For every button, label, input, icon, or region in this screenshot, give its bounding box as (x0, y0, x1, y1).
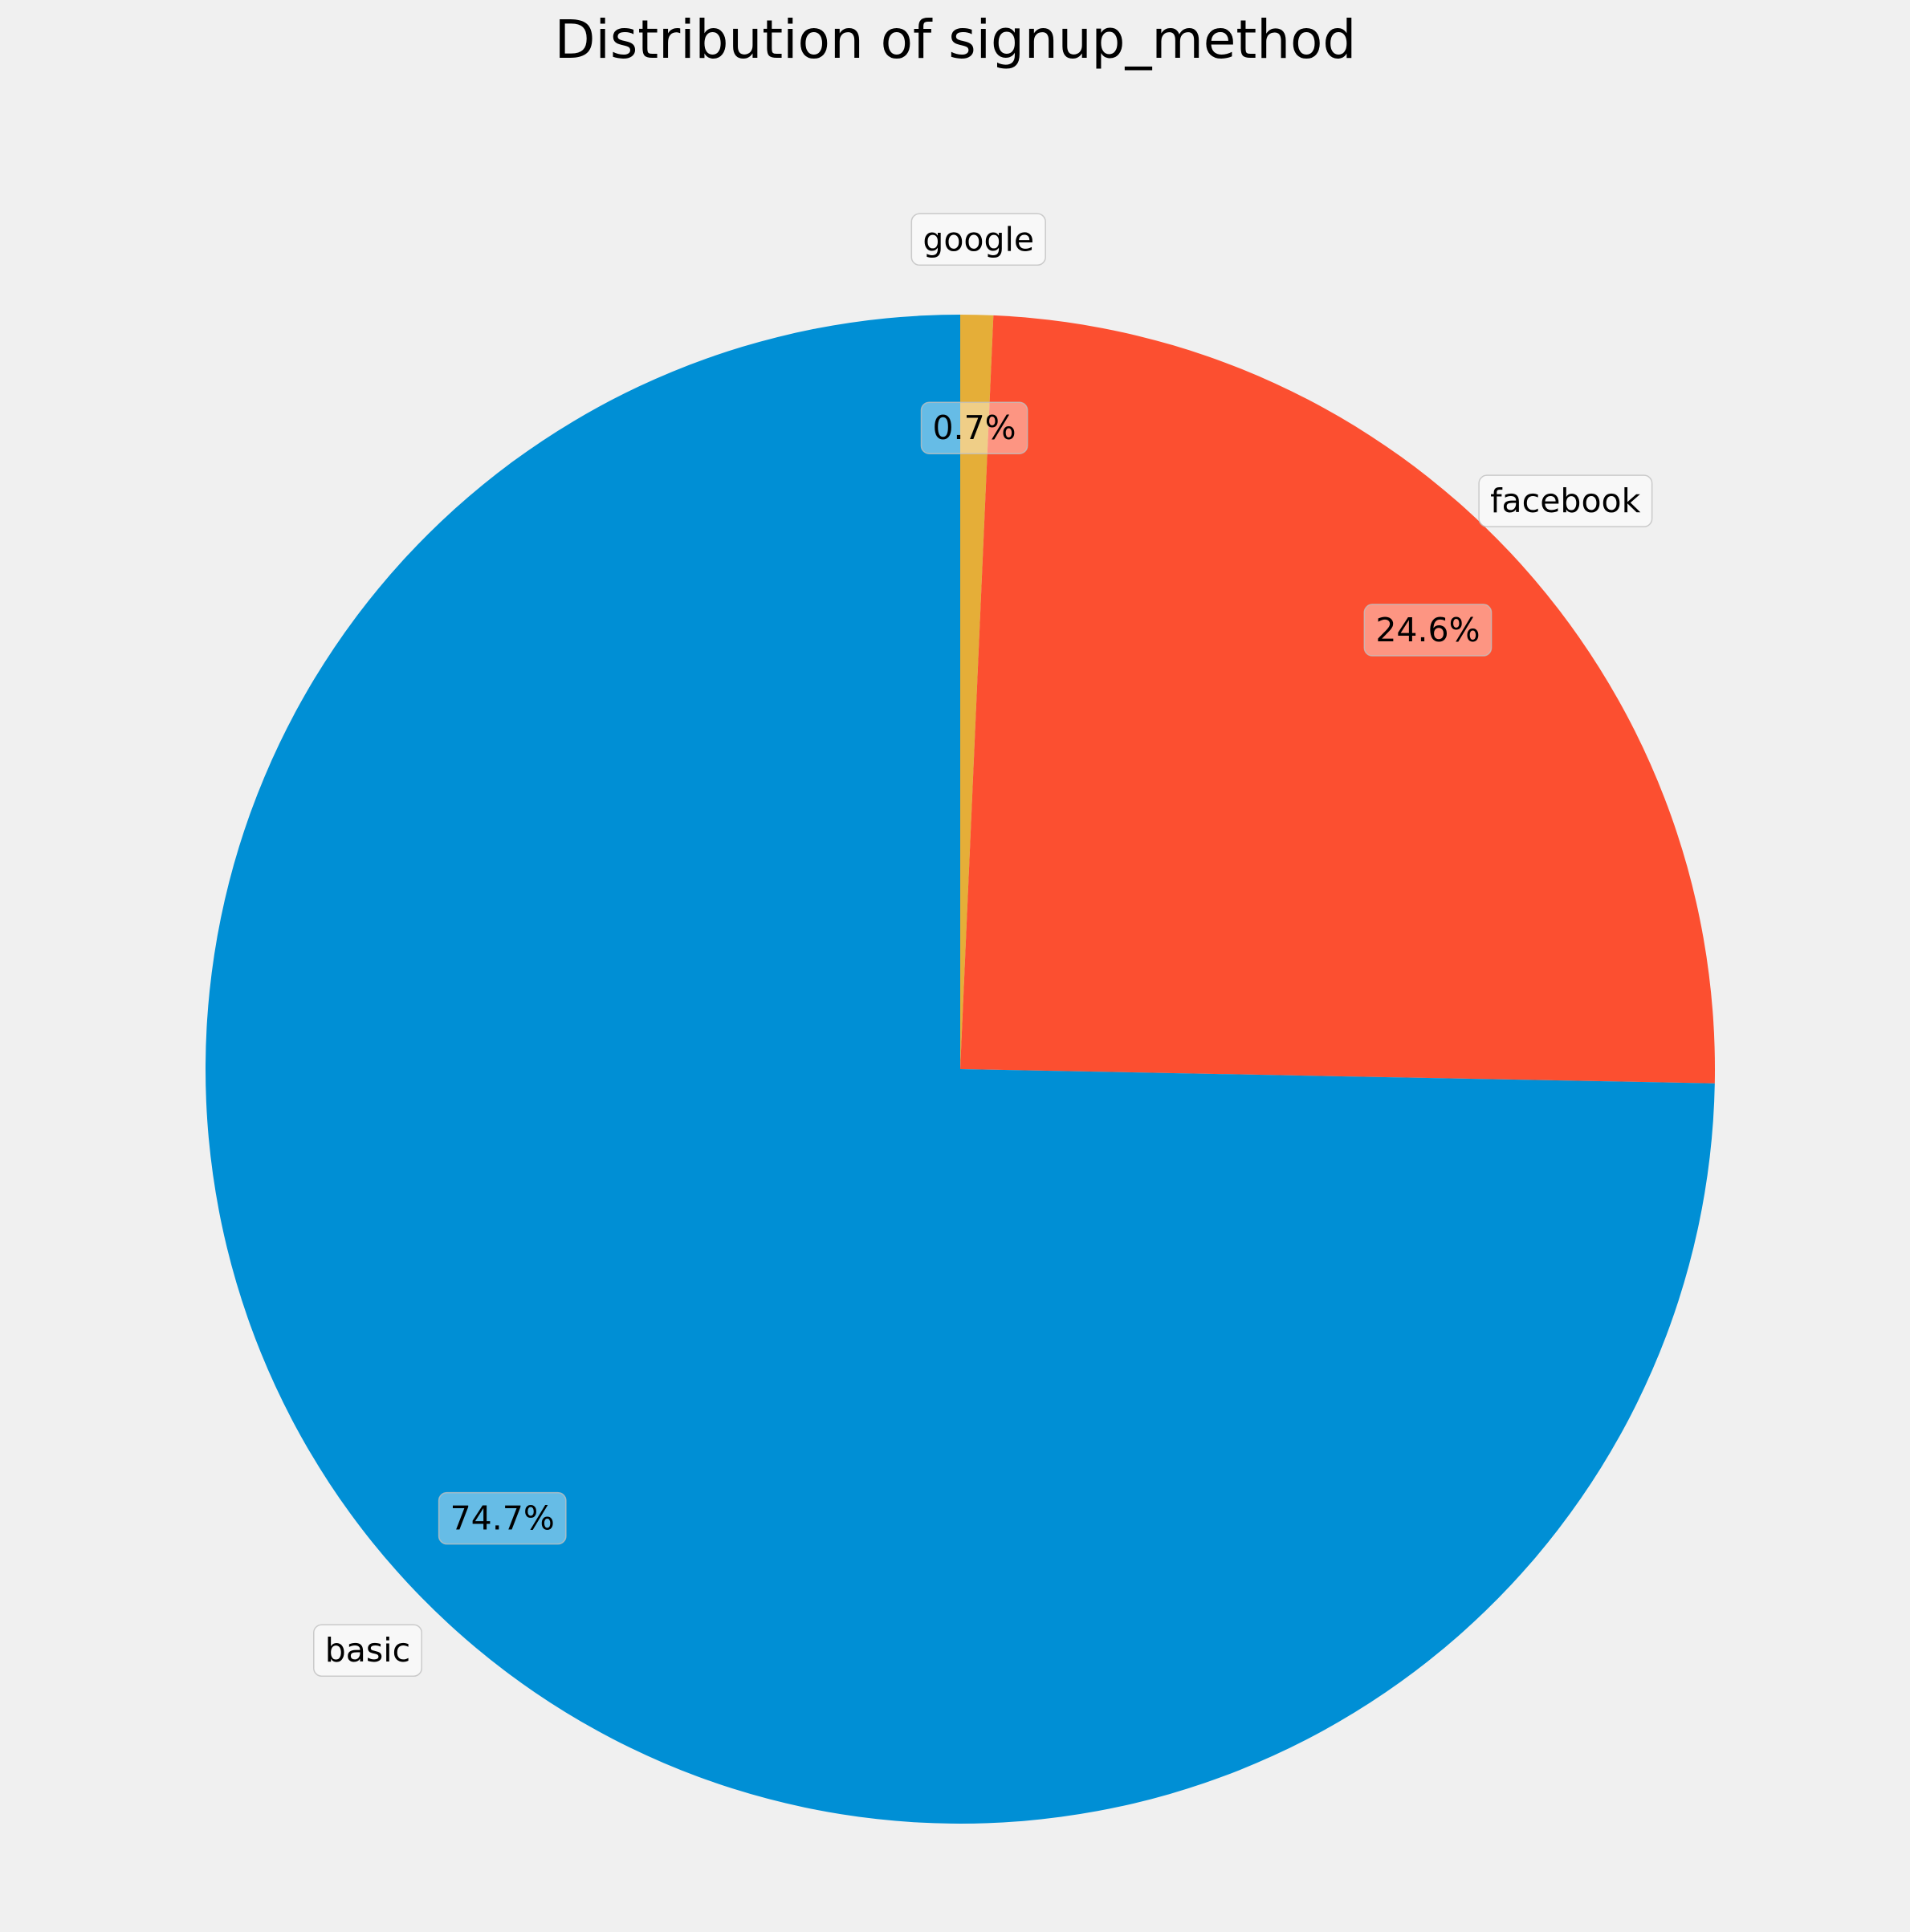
slice-pct-facebook-box (1363, 604, 1493, 657)
chart-title: Distribution of signup_method (555, 9, 1357, 71)
slice-label-google-text: google (922, 220, 1034, 258)
slice-label-facebook: facebook (1478, 474, 1653, 527)
slice-label-google: google (910, 213, 1046, 266)
slice-label-google-box (910, 213, 1046, 266)
pie-slice-basic (205, 315, 1715, 1824)
slice-pct-basic-text: 74.7% (450, 1499, 555, 1538)
slice-pct-facebook-text: 24.6% (1375, 611, 1480, 649)
slice-pct-basic: 74.7% (438, 1491, 567, 1545)
slice-label-basic-text: basic (325, 1631, 410, 1670)
slice-label-facebook-box (1478, 474, 1653, 527)
pie-slice-facebook (960, 315, 1715, 1084)
pie-slice-google (960, 315, 994, 1069)
slice-label-facebook-text: facebook (1490, 482, 1641, 520)
slices-layer (205, 315, 1715, 1824)
slice-pct-google-text: 0.7% (932, 409, 1016, 447)
slice-label-basic: basic (313, 1624, 422, 1677)
slice-pct-facebook: 24.6% (1363, 604, 1493, 657)
slice-pct-google: 0.7% (920, 401, 1028, 454)
slice-label-basic-box (313, 1624, 422, 1677)
labels-layer: google 0.7% facebook 24.6% basic 74.7% (313, 213, 1653, 1677)
slice-pct-basic-box (438, 1491, 567, 1545)
slice-pct-google-box (920, 401, 1028, 454)
